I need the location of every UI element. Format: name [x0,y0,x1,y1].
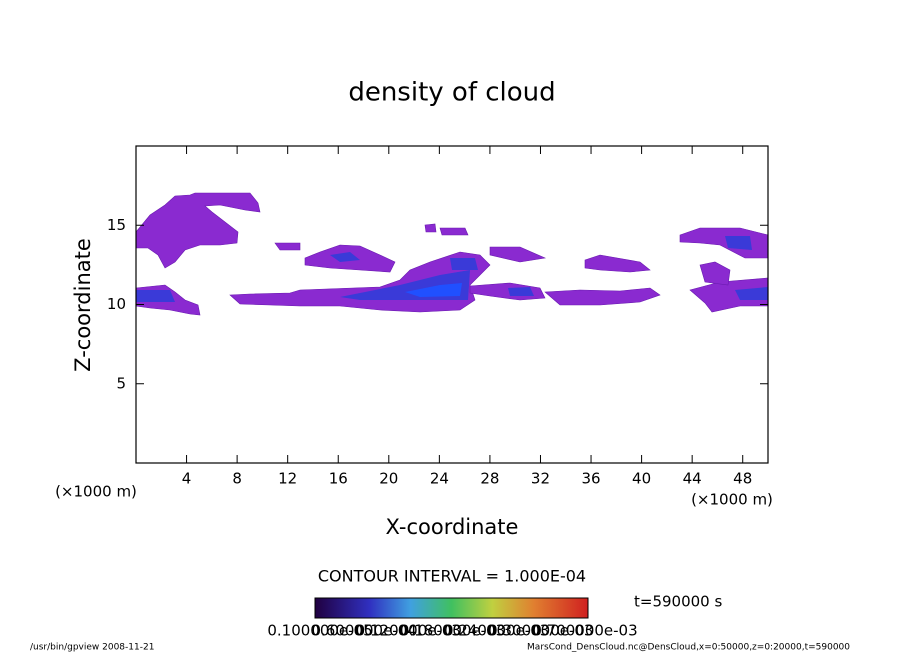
colorbar-label: 0.300000e-03 [488,622,593,640]
colorbar-label: 0.240000e-03 [444,622,549,640]
colorbar-label: 0.180000e-03 [400,622,505,640]
y-tick-label: 15 [107,216,126,234]
colorbar-label: 0.700000e-03 [532,622,637,640]
x-tick-label: 4 [182,470,192,488]
colorbar [314,597,589,619]
chart-title: density of cloud [348,78,555,108]
x-tick-label: 24 [430,470,449,488]
x-tick-label: 28 [480,470,499,488]
x-tick-label: 12 [278,470,297,488]
x-tick-label: 36 [581,470,600,488]
colorbar-label: 0.120000e-03 [356,622,461,640]
x-tick-label: 44 [683,470,702,488]
footer-left: /usr/bin/gpview 2008-11-21 [30,643,154,653]
x-tick-label: 48 [733,470,752,488]
colorbar-label: 0.600000e-04 [312,622,417,640]
x-tick-label: 20 [379,470,398,488]
cloud-field [135,192,769,316]
colorbar-label: 0.100000e-05 [267,622,372,640]
contour-interval: CONTOUR INTERVAL = 1.000E-04 [318,567,586,586]
x-tick-label: 40 [632,470,651,488]
x-unit-label: (×1000 m) [691,491,773,509]
x-tick-label: 8 [232,470,242,488]
y-unit-label: (×1000 m) [55,483,137,501]
y-tick-label: 5 [116,374,126,392]
time-label: t=590000 s [634,593,722,611]
y-tick-label: 10 [107,295,126,313]
x-tick-label: 16 [329,470,348,488]
y-axis-label: Z-coordinate [71,238,95,372]
x-tick-label: 32 [531,470,550,488]
x-axis-label: X-coordinate [386,515,519,539]
footer-right: MarsCond_DensCloud.nc@DensCloud,x=0:5000… [527,643,850,653]
